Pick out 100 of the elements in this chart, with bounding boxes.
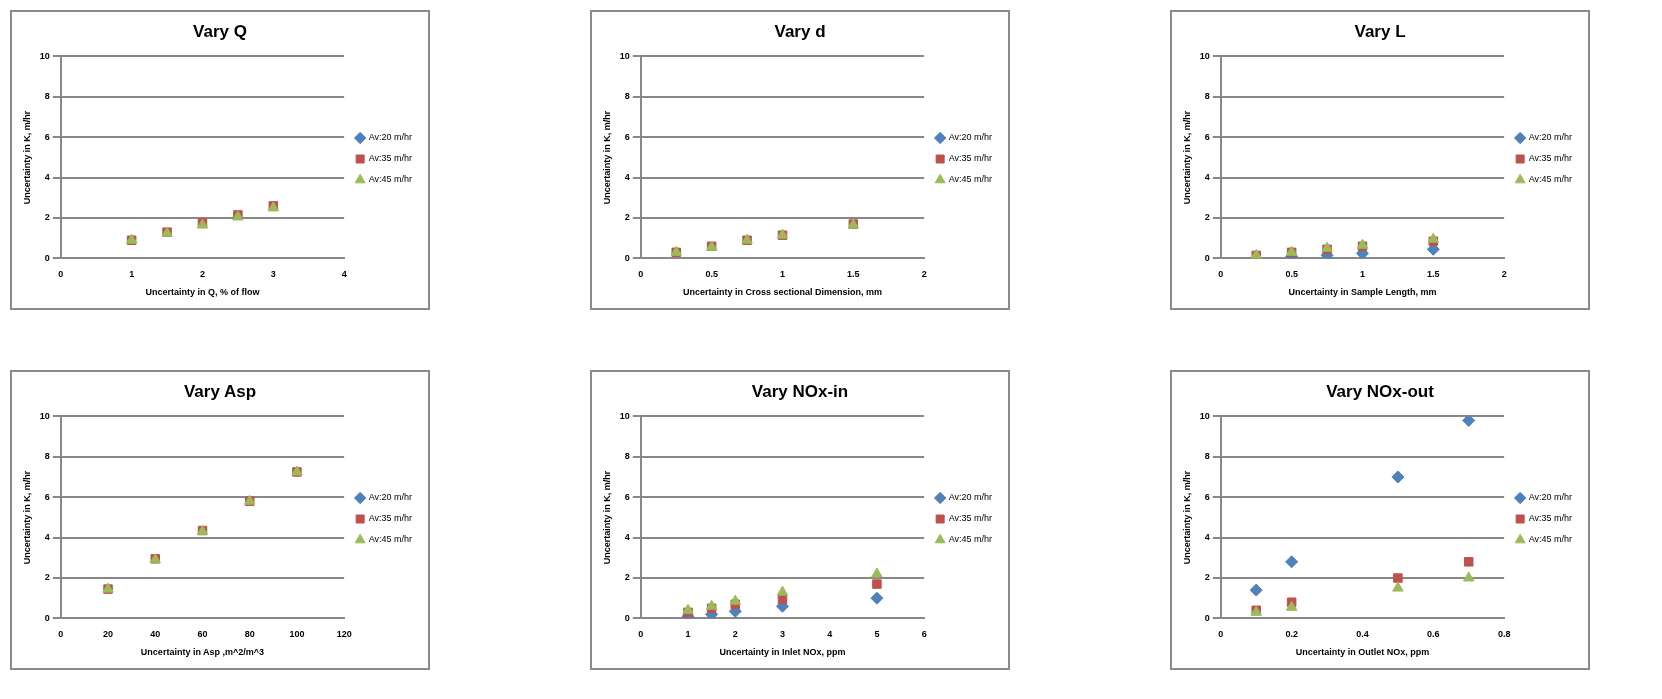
legend-label: Av:45 m/hr [368,534,413,545]
y-tick-label: 4 [1204,172,1210,183]
legend-label: Av:35 m/hr [948,513,993,524]
legend-label: Av:20 m/hr [948,132,993,143]
legend-label: Av:35 m/hr [1528,513,1573,524]
y-tick-label: 10 [39,50,50,61]
x-tick-label: 0.6 [1427,629,1440,640]
chart-title: Vary NOx-out [1326,381,1435,401]
x-tick-label: 20 [103,629,114,640]
y-tick-label: 0 [624,252,630,263]
y-tick-label: 4 [624,172,630,183]
x-tick-label: 6 [921,629,927,640]
x-tick-label: 3 [270,269,276,280]
y-tick-label: 2 [44,212,50,223]
x-tick-label: 0 [1218,629,1224,640]
x-tick-label: 0.2 [1285,629,1298,640]
y-tick-label: 8 [624,91,630,102]
legend-label: Av:45 m/hr [1528,174,1573,185]
x-tick-label: 4 [341,269,347,280]
y-tick-label: 10 [619,410,630,421]
y-tick-label: 0 [44,612,50,623]
legend-label: Av:45 m/hr [948,534,993,545]
y-tick-label: 6 [44,491,50,502]
x-tick-label: 2 [921,269,927,280]
legend-label: Av:20 m/hr [1528,492,1573,503]
legend-label: Av:45 m/hr [368,174,413,185]
chart-title: Vary NOx-in [751,381,849,401]
x-tick-label: 1 [779,269,785,280]
chart-title: Vary d [774,21,826,41]
x-tick-label: 0.8 [1497,629,1511,640]
legend-label: Av:20 m/hr [368,492,413,503]
y-tick-label: 8 [1204,91,1210,102]
y-axis-title: Uncertainty in K, m/hr [1181,470,1192,565]
x-tick-label: 40 [150,629,161,640]
y-tick-label: 4 [624,532,630,543]
y-axis-title: Uncertainty in K, m/hr [21,110,32,205]
x-tick-label: 0 [638,629,644,640]
y-tick-label: 8 [1204,451,1210,462]
x-tick-label: 4 [827,629,833,640]
y-tick-label: 6 [1204,491,1210,502]
chart-title: Vary Asp [183,381,257,401]
legend-label: Av:20 m/hr [948,492,993,503]
x-tick-label: 120 [336,629,352,640]
y-tick-label: 0 [1204,252,1210,263]
x-tick-label: 1.5 [847,269,860,280]
y-tick-label: 6 [1204,131,1210,142]
legend-label: Av:20 m/hr [1528,132,1573,143]
x-tick-label: 0 [58,269,64,280]
y-tick-label: 0 [624,612,630,623]
y-tick-label: 2 [44,572,50,583]
y-axis-title: Uncertainty in K, m/hr [1181,110,1192,205]
y-tick-label: 2 [624,572,630,583]
x-tick-label: 2 [199,269,205,280]
legend-label: Av:20 m/hr [368,132,413,143]
y-tick-label: 10 [39,410,50,421]
x-axis-title: Uncertainty in Q, % of flow [145,287,261,298]
x-tick-label: 1 [685,629,691,640]
y-tick-label: 4 [1204,532,1210,543]
x-tick-label: 2 [732,629,738,640]
y-tick-label: 6 [624,131,630,142]
x-tick-label: 2 [1501,269,1507,280]
y-axis-title: Uncertainty in K, m/hr [21,470,32,565]
x-tick-label: 0.4 [1356,629,1369,640]
legend-label: Av:35 m/hr [368,513,413,524]
y-tick-label: 10 [619,50,630,61]
y-axis-title: Uncertainty in K, m/hr [601,470,612,565]
y-tick-label: 6 [44,131,50,142]
y-tick-label: 6 [624,491,630,502]
x-tick-label: 0 [1218,269,1224,280]
chart-title: Vary Q [193,21,247,41]
x-axis-title: Uncertainty in Inlet NOx, ppm [719,647,846,658]
x-axis-title: Uncertainty in Cross sectional Dimension, mm [682,287,883,298]
legend-label: Av:45 m/hr [948,174,993,185]
y-tick-label: 8 [624,451,630,462]
x-tick-label: 100 [289,629,305,640]
legend-label: Av:35 m/hr [948,153,993,164]
x-tick-label: 80 [244,629,255,640]
y-tick-label: 8 [44,91,50,102]
x-tick-label: 1 [129,269,135,280]
x-axis-title: Uncertainty in Asp ,m^2/m^3 [140,647,265,658]
x-tick-label: 1.5 [1427,269,1440,280]
x-tick-label: 0.5 [705,269,718,280]
legend-label: Av:35 m/hr [1528,153,1573,164]
x-tick-label: 0 [58,629,64,640]
x-tick-label: 60 [197,629,208,640]
y-axis-title: Uncertainty in K, m/hr [601,110,612,205]
y-tick-label: 10 [1199,410,1210,421]
y-tick-label: 0 [44,252,50,263]
y-tick-label: 4 [44,172,50,183]
y-tick-label: 8 [44,451,50,462]
x-axis-title: Uncertainty in Outlet NOx, ppm [1295,647,1430,658]
y-tick-label: 10 [1199,50,1210,61]
x-tick-label: 5 [874,629,880,640]
x-tick-label: 3 [779,629,785,640]
y-tick-label: 2 [1204,572,1210,583]
y-tick-label: 2 [1204,212,1210,223]
y-tick-label: 0 [1204,612,1210,623]
legend-label: Av:45 m/hr [1528,534,1573,545]
x-axis-title: Uncertainty in Sample Length, mm [1288,287,1437,298]
x-tick-label: 0.5 [1285,269,1298,280]
